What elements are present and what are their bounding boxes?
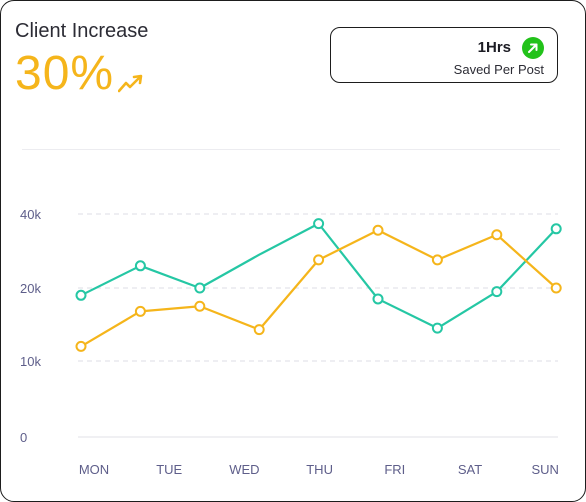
data-point [194, 282, 206, 294]
data-point [313, 218, 325, 230]
x-tick-label: MON [79, 462, 109, 477]
x-tick-label: THU [306, 462, 333, 477]
y-tick-label: 0 [20, 430, 27, 445]
x-tick-label: SUN [531, 462, 558, 477]
metric-value: 30% [15, 47, 115, 100]
data-point [491, 229, 503, 241]
card-title: Client Increase [15, 20, 149, 42]
data-point [75, 289, 87, 301]
data-point [313, 254, 325, 266]
x-tick-label: WED [229, 462, 259, 477]
badge-value: 1Hrs [477, 39, 511, 56]
x-tick-label: FRI [384, 462, 405, 477]
y-tick-label: 10k [20, 354, 41, 369]
y-axis-ticks: 0 10k 20k 40k [20, 207, 41, 445]
grid-layer [78, 213, 558, 438]
data-point [431, 254, 443, 266]
data-point [491, 286, 503, 298]
badge-label: Saved Per Post [453, 62, 544, 77]
x-axis-ticks: MON TUE WED THU FRI SAT SUN [79, 462, 559, 477]
time-saved-badge: 1Hrs Saved Per Post [330, 27, 558, 83]
arrow-up-right-icon [522, 37, 544, 59]
y-tick-label: 40k [20, 207, 41, 222]
metric-row: 30% [15, 46, 148, 102]
data-point [75, 340, 87, 352]
data-point [253, 324, 265, 336]
data-point [431, 322, 443, 334]
data-point [372, 224, 384, 236]
y-tick-label: 20k [20, 281, 41, 296]
x-tick-label: SAT [458, 462, 482, 477]
series-layer [75, 218, 562, 352]
trending-up-icon [118, 74, 143, 93]
header-divider [22, 149, 560, 150]
x-tick-label: TUE [156, 462, 182, 477]
data-point [134, 305, 146, 317]
data-point [134, 260, 146, 272]
data-point [550, 282, 562, 294]
data-point [194, 300, 206, 312]
data-point [372, 293, 384, 305]
data-point [550, 223, 562, 235]
